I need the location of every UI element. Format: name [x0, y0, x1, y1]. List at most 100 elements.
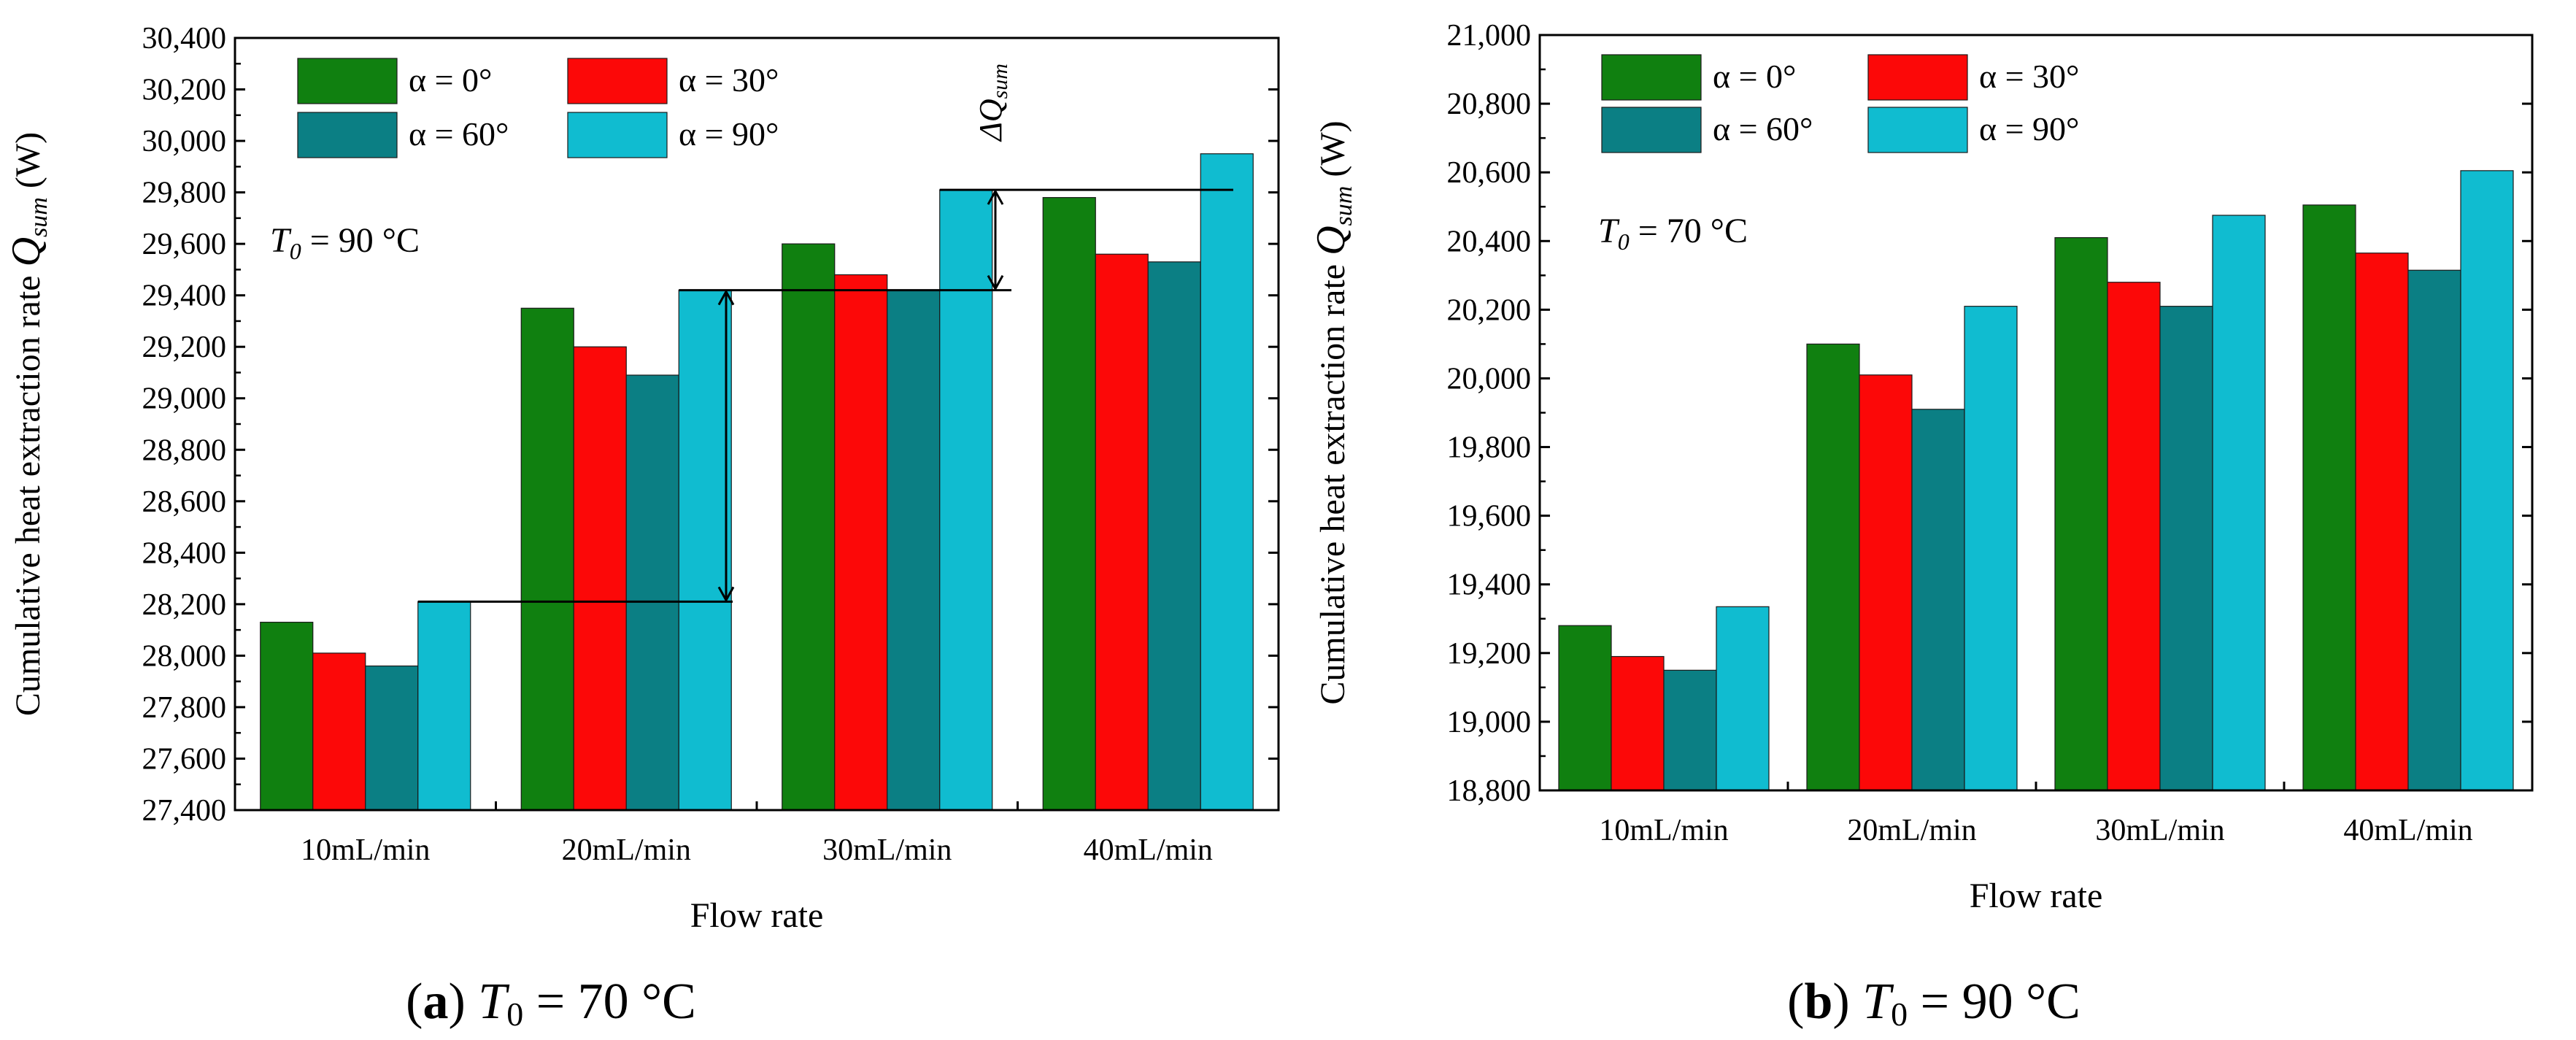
legend-swatch-b-0	[1601, 54, 1702, 101]
legend-swatch-a-2	[297, 112, 398, 158]
bar-b-c0-s0	[1558, 625, 1612, 791]
bar-a-c1-s1	[573, 346, 627, 811]
bar-a-c3-s1	[1095, 253, 1149, 811]
legend-label-b-0: α = 0°	[1713, 58, 1796, 95]
bar-a-c0-s0	[260, 621, 314, 811]
bar-a-c3-s2	[1147, 261, 1201, 811]
legend-swatch-b-3	[1867, 107, 1968, 153]
delta-arrow-1-head-bottom	[717, 586, 735, 603]
xtick-label-a-3: 40mL/min	[1084, 833, 1213, 867]
ytick-label-b-10: 20,800	[1447, 88, 1532, 121]
bar-b-c2-s3	[2212, 215, 2266, 791]
bar-b-c3-s3	[2460, 170, 2514, 791]
ytick-label-a-6: 28,600	[142, 485, 227, 519]
legend-swatch-a-0	[297, 58, 398, 104]
bar-b-c2-s1	[2107, 282, 2161, 791]
bar-a-c1-s2	[625, 374, 679, 811]
xtick-label-b-2: 30mL/min	[2095, 814, 2224, 847]
bar-a-c2-s1	[834, 274, 888, 811]
ylabel-a: Cumulative heat extraction rate Qsum (W)	[4, 132, 53, 716]
bar-a-c3-s3	[1200, 153, 1254, 811]
ytick-label-a-4: 28,200	[142, 588, 227, 622]
ytick-label-a-10: 29,400	[142, 280, 227, 313]
bar-a-c2-s3	[939, 189, 993, 811]
legend-label-a-3: α = 90°	[679, 115, 779, 153]
legend-swatch-b-2	[1601, 107, 1702, 153]
ytick-label-a-0: 27,400	[142, 794, 227, 828]
delta-arrow-2-head-top	[987, 188, 1004, 205]
ytick-label-b-9: 20,600	[1447, 156, 1532, 190]
legend-label-a-2: α = 60°	[409, 115, 509, 153]
xtick-label-b-1: 20mL/min	[1847, 814, 1976, 847]
legend-label-b-2: α = 60°	[1713, 110, 1813, 147]
chart-a: 27,400 27,600 27,800 28,000 28,200 28,400 28,6…	[4, 22, 1280, 935]
xlabel-b: Flow rate	[1970, 877, 2103, 915]
legend-label-b-3: α = 90°	[1979, 110, 2079, 147]
bar-b-c3-s0	[2302, 204, 2356, 791]
caption-a: (a) T0 = 70 °C	[406, 974, 696, 1033]
xtick-label-b-3: 40mL/min	[2343, 814, 2472, 847]
bar-a-c2-s0	[782, 243, 836, 811]
bar-b-c0-s2	[1663, 669, 1717, 791]
ytick-label-a-11: 29,600	[142, 228, 227, 261]
annotation-a: T0 = 90 °C	[270, 221, 420, 264]
bar-b-c2-s2	[2159, 306, 2213, 791]
ytick-label-a-9: 29,200	[142, 331, 227, 364]
ytick-label-a-14: 30,200	[142, 74, 227, 107]
ytick-label-a-3: 28,000	[142, 639, 227, 673]
bar-b-c1-s2	[1911, 409, 1965, 791]
xtick-label-b-0: 10mL/min	[1599, 814, 1728, 847]
ytick-label-b-3: 19,400	[1447, 569, 1532, 602]
xtick-label-a-0: 10mL/min	[301, 833, 430, 867]
bar-b-c1-s1	[1859, 374, 1913, 791]
ytick-label-a-2: 27,800	[142, 691, 227, 725]
bar-b-c1-s3	[1964, 306, 2018, 791]
ytick-label-a-15: 30,400	[142, 22, 227, 55]
bar-a-c1-s0	[520, 307, 574, 811]
ylabel-b: Cumulative heat extraction rate Qsum (W)	[1308, 120, 1357, 704]
ytick-label-a-8: 29,000	[142, 382, 227, 416]
caption-b: (b) T0 = 90 °C	[1787, 974, 2081, 1033]
ytick-label-a-12: 29,800	[142, 177, 227, 210]
ytick-label-b-4: 19,600	[1447, 500, 1532, 534]
bar-b-c0-s1	[1611, 655, 1665, 791]
bar-a-c3-s0	[1042, 197, 1096, 811]
bar-b-c2-s0	[2054, 236, 2108, 791]
ytick-label-a-1: 27,600	[142, 742, 227, 776]
delta-arrow-1-head-top	[717, 289, 735, 306]
ytick-label-b-2: 19,200	[1447, 637, 1532, 671]
ytick-label-b-1: 19,000	[1447, 706, 1532, 739]
annotation-b: T0 = 70 °C	[1598, 212, 1748, 255]
legend-swatch-b-1	[1867, 54, 1968, 101]
ytick-label-a-7: 28,800	[142, 434, 227, 467]
delta-arrow-2-head-bottom	[987, 274, 1004, 291]
bar-b-c0-s3	[1716, 606, 1770, 791]
legend-label-a-1: α = 30°	[679, 61, 779, 99]
bar-a-c1-s3	[678, 290, 732, 811]
legend-swatch-a-3	[567, 112, 668, 158]
xtick-label-a-1: 20mL/min	[562, 833, 691, 867]
ytick-label-b-11: 21,000	[1447, 19, 1532, 53]
ytick-label-b-7: 20,200	[1447, 293, 1532, 327]
ytick-label-b-6: 20,000	[1447, 362, 1532, 396]
chart-b: 18,800 19,000 19,200 19,400 19,600 19,800 20,0…	[1308, 19, 2534, 915]
legend-label-a-0: α = 0°	[409, 61, 492, 99]
ytick-label-b-0: 18,800	[1447, 774, 1532, 808]
ytick-label-b-8: 20,400	[1447, 225, 1532, 258]
bar-a-c0-s1	[312, 652, 366, 811]
bar-a-c2-s2	[887, 290, 941, 811]
bar-a-c0-s3	[417, 601, 471, 811]
ytick-label-b-5: 19,800	[1447, 431, 1532, 465]
bar-a-c0-s2	[365, 665, 419, 811]
delta-label: ΔQsum	[973, 63, 1012, 142]
ytick-label-a-13: 30,000	[142, 125, 227, 158]
bar-b-c3-s2	[2407, 269, 2461, 791]
bar-b-c1-s0	[1806, 343, 1860, 791]
legend-swatch-a-1	[567, 58, 668, 104]
ytick-label-a-5: 28,400	[142, 536, 227, 570]
bar-b-c3-s1	[2355, 253, 2409, 791]
xtick-label-a-2: 30mL/min	[822, 833, 952, 867]
xlabel-a: Flow rate	[690, 896, 824, 935]
legend-label-b-1: α = 30°	[1979, 58, 2079, 95]
